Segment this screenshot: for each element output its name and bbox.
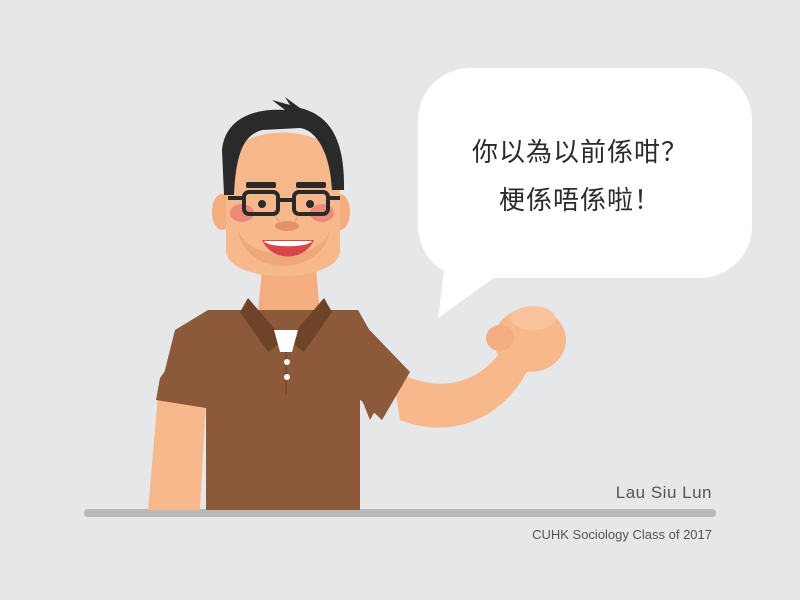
speech-line-2: 梗係唔係啦！ <box>498 186 661 216</box>
hair <box>222 97 345 195</box>
character <box>148 97 566 510</box>
raised-fist <box>486 306 566 372</box>
author-subtitle: CUHK Sociology Class of 2017 <box>532 527 712 542</box>
shirt-button <box>284 374 290 380</box>
left-eye <box>258 200 266 208</box>
glasses <box>228 190 340 216</box>
right-arm <box>392 345 530 428</box>
right-eye <box>306 200 314 208</box>
shirt <box>158 310 395 510</box>
right-eyebrow <box>296 182 326 188</box>
speech-line-1: 你以為以前係咁？ <box>471 138 688 168</box>
left-eyebrow <box>246 182 276 188</box>
stubble <box>238 230 330 266</box>
speech-bubble <box>418 68 752 318</box>
floor-line <box>84 509 716 517</box>
shirt-button <box>284 359 290 365</box>
shirt-collar <box>240 298 284 352</box>
author-name: Lau Siu Lun <box>615 483 712 502</box>
left-arm <box>148 395 206 510</box>
neck <box>258 270 320 312</box>
left-cheek <box>230 204 254 222</box>
undershirt <box>274 330 298 352</box>
